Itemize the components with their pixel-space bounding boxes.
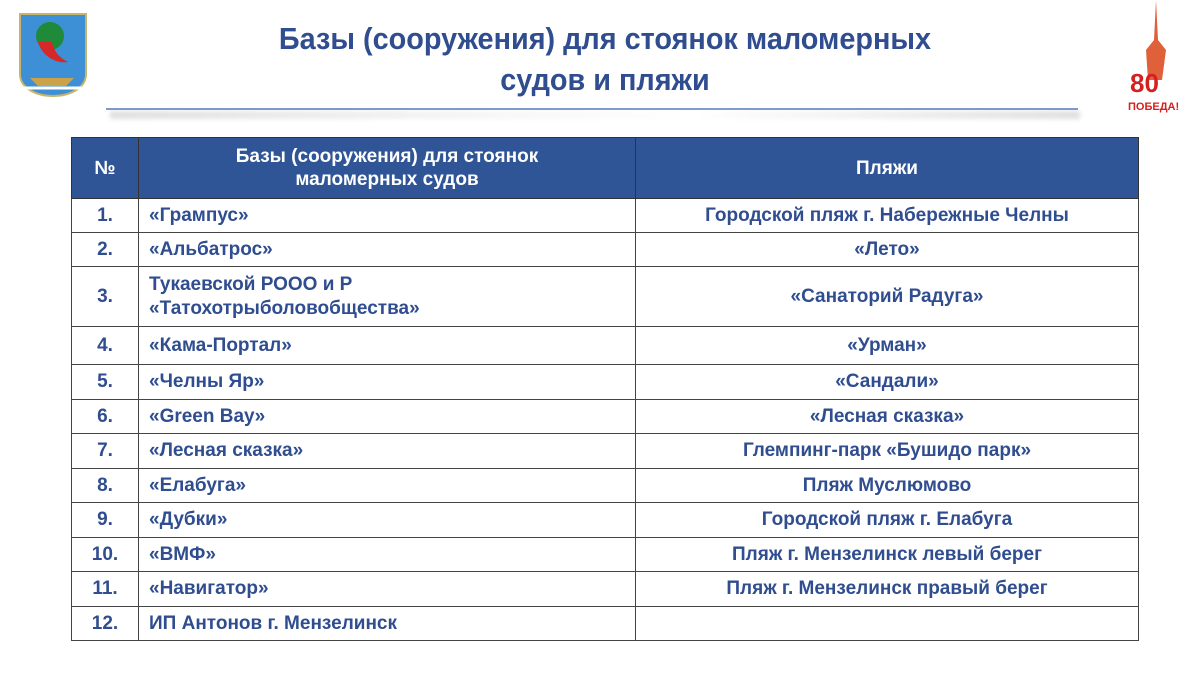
table-row: 5. «Челны Яр» «Сандали» — [71, 364, 1139, 400]
beach-name — [635, 606, 1139, 641]
page-title: Базы (сооружения) для стоянок маломерных… — [182, 18, 1028, 100]
table-row: 9. «Дубки» Городской пляж г. Елабуга — [71, 502, 1139, 538]
beach-name: «Лесная сказка» — [635, 399, 1139, 434]
table-row: 10. «ВМФ» Пляж г. Мензелинск левый берег — [71, 537, 1139, 572]
base-name: «Дубки» — [138, 502, 636, 538]
beach-name: «Урман» — [635, 326, 1139, 365]
row-number: 5. — [71, 364, 139, 400]
base-name: ИП Антонов г. Мензелинск — [138, 606, 636, 641]
base-name: «Лесная сказка» — [138, 433, 636, 469]
table-row: 6. «Green Bay» «Лесная сказка» — [71, 399, 1139, 434]
base-name: «Навигатор» — [138, 571, 636, 607]
beach-name: Глемпинг-парк «Бушидо парк» — [635, 433, 1139, 469]
beach-name: Городской пляж г. Елабуга — [635, 502, 1139, 538]
base-name: «Челны Яр» — [138, 364, 636, 400]
row-number: 6. — [71, 399, 139, 434]
table-row: 4. «Кама-Портал» «Урман» — [71, 326, 1139, 365]
row-number: 10. — [71, 537, 139, 572]
beach-name: Пляж Муслюмово — [635, 468, 1139, 503]
table-row: 12. ИП Антонов г. Мензелинск — [71, 606, 1139, 641]
row-number: 2. — [71, 232, 139, 267]
row-number: 3. — [71, 266, 139, 327]
base-name: «Альбатрос» — [138, 232, 636, 267]
row-number: 7. — [71, 433, 139, 469]
header-number: № — [71, 137, 139, 199]
header-beaches: Пляжи — [635, 137, 1139, 199]
table-row: 3. Тукаевской РООО и Р «Татохотрыболовобщ… — [71, 266, 1139, 327]
beach-name: «Лето» — [635, 232, 1139, 267]
base-name: Тукаевской РООО и Р «Татохотрыболовобщес… — [138, 266, 636, 327]
table-row: 2. «Альбатрос» «Лето» — [71, 232, 1139, 267]
row-number: 8. — [71, 468, 139, 503]
svg-text:ПОБЕДА!: ПОБЕДА! — [1128, 101, 1179, 113]
row-number: 11. — [71, 571, 139, 607]
table-row: 11. «Навигатор» Пляж г. Мензелинск правый … — [71, 571, 1139, 607]
beach-name: «Санаторий Радуга» — [635, 266, 1139, 327]
table-row: 1. «Грампус» Городской пляж г. Набережные … — [71, 198, 1139, 233]
svg-text:80: 80 — [1130, 68, 1159, 98]
row-number: 4. — [71, 326, 139, 365]
base-name: «Кама-Портал» — [138, 326, 636, 365]
title-line-1: Базы (сооружения) для стоянок маломерных — [278, 21, 932, 56]
table-header-row: № Базы (сооружения) для стоянок маломерн… — [71, 137, 1139, 199]
table-row: 7. «Лесная сказка» Глемпинг-парк «Бушидо п… — [71, 433, 1139, 469]
divider-shadow — [110, 111, 1080, 119]
table-row: 8. «Елабуга» Пляж Муслюмово — [71, 468, 1139, 503]
base-name: «Елабуга» — [138, 468, 636, 503]
beach-name: Пляж г. Мензелинск левый берег — [635, 537, 1139, 572]
row-number: 12. — [71, 606, 139, 641]
base-name: «Green Bay» — [138, 399, 636, 434]
title-divider — [106, 108, 1078, 110]
bases-beaches-table: № Базы (сооружения) для стоянок маломерн… — [71, 137, 1139, 641]
beach-name: «Сандали» — [635, 364, 1139, 400]
beach-name: Городской пляж г. Набережные Челны — [635, 198, 1139, 233]
beach-name: Пляж г. Мензелинск правый берег — [635, 571, 1139, 607]
header-bases: Базы (сооружения) для стоянок маломерных… — [138, 137, 636, 199]
city-coat-of-arms-logo — [19, 13, 87, 98]
title-line-2: судов и пляжи — [500, 62, 710, 97]
row-number: 9. — [71, 502, 139, 538]
victory-80-logo: 80 ПОБЕДА! — [1128, 0, 1179, 113]
row-number: 1. — [71, 198, 139, 233]
base-name: «Грампус» — [138, 198, 636, 233]
base-name: «ВМФ» — [138, 537, 636, 572]
